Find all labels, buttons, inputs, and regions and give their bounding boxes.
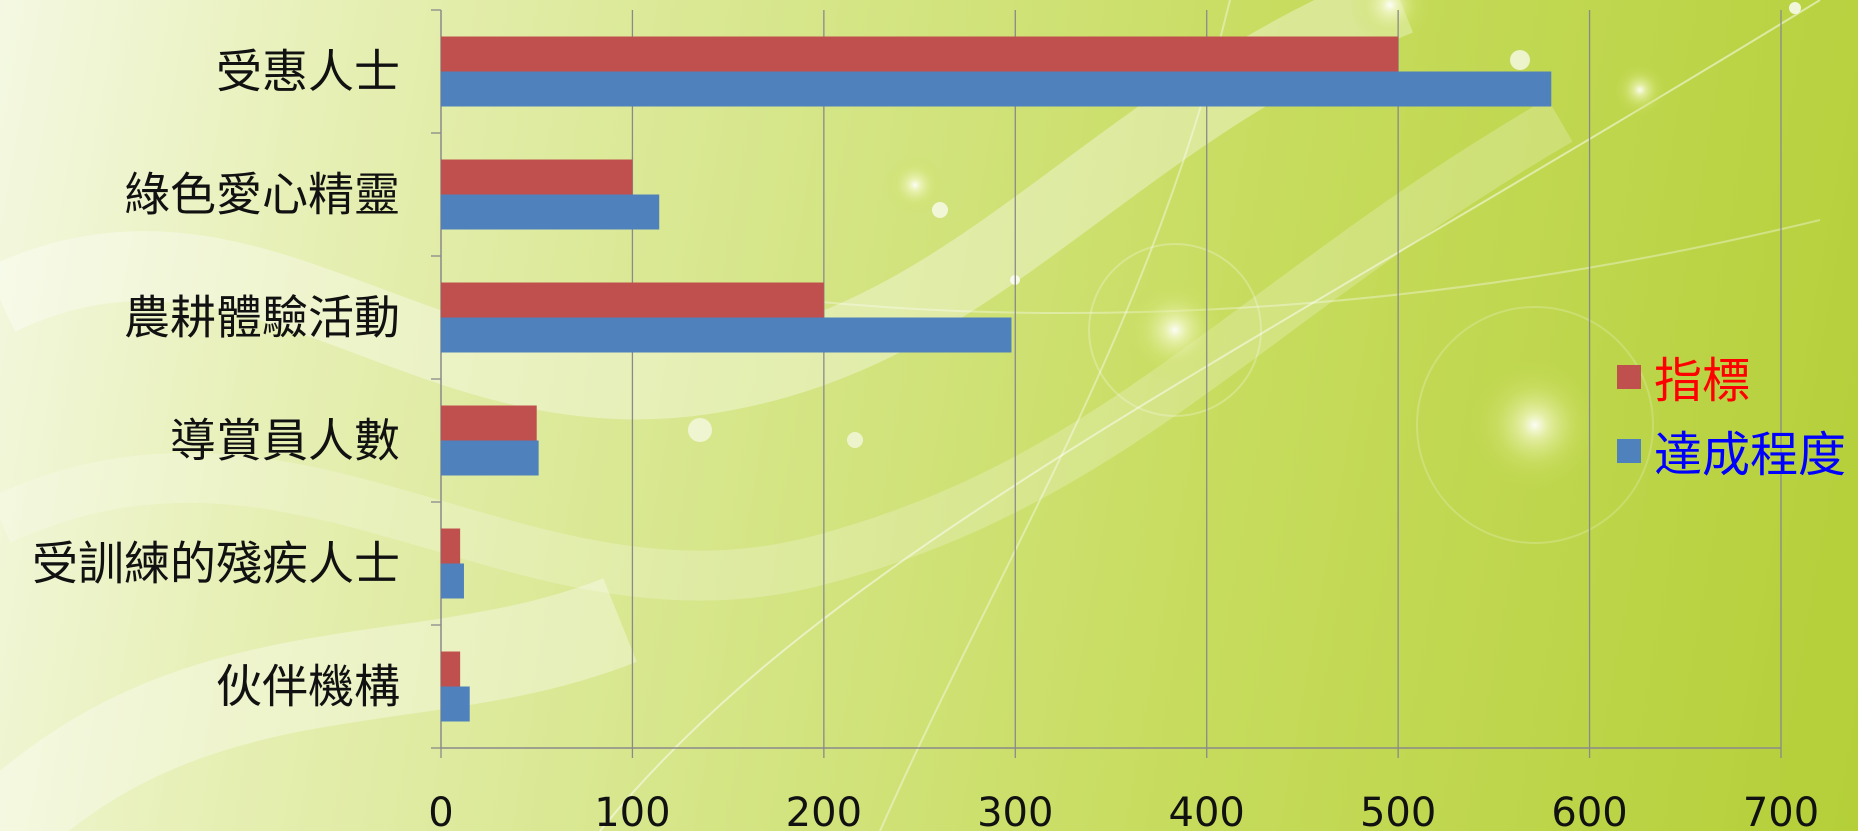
axes <box>431 9 1782 758</box>
bar-achieved <box>441 563 464 599</box>
bar-achieved <box>441 71 1552 107</box>
x-tick-label: 700 <box>1743 790 1819 831</box>
bar-target <box>441 282 824 318</box>
x-tick-label: 600 <box>1551 790 1627 831</box>
category-label: 綠色愛心精靈 <box>124 168 400 222</box>
bar-target <box>441 405 537 441</box>
category-label: 受惠人士 <box>216 45 400 99</box>
bars <box>441 36 1552 722</box>
bar-target <box>441 651 461 687</box>
x-tick-labels: 0 100 200 300 400 500 600 700 <box>428 790 1819 831</box>
legend-swatch <box>1617 365 1641 389</box>
x-tick-label: 400 <box>1169 790 1245 831</box>
legend-label: 達成程度 <box>1654 427 1846 483</box>
category-label: 受訓練的殘疾人士 <box>32 537 400 591</box>
bar-achieved <box>441 686 470 722</box>
legend-label: 指標 <box>1654 353 1750 409</box>
x-tick-label: 100 <box>594 790 670 831</box>
bar-target <box>441 36 1399 72</box>
bar-target <box>441 528 461 564</box>
category-label: 農耕體驗活動 <box>124 291 400 345</box>
legend-swatch <box>1617 439 1641 463</box>
category-label: 導賞員人數 <box>170 414 400 468</box>
category-label: 伙伴機構 <box>216 660 400 714</box>
bar-achieved <box>441 194 660 230</box>
x-tick-label: 300 <box>977 790 1053 831</box>
x-tick-label: 0 <box>428 790 453 831</box>
bar-target <box>441 159 633 195</box>
x-tick-label: 200 <box>786 790 862 831</box>
x-tick-label: 500 <box>1360 790 1436 831</box>
bar-achieved <box>441 317 1012 353</box>
bar-achieved <box>441 440 539 476</box>
gridlines <box>631 10 1782 748</box>
